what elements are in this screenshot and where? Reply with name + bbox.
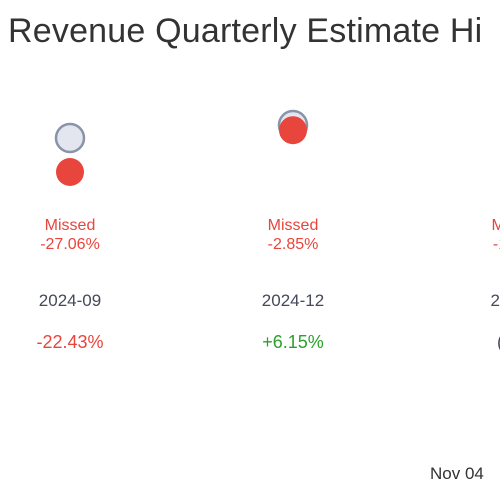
estimate-point-2024-09 xyxy=(54,122,86,154)
surprise-label: Missed -27.06% xyxy=(0,216,140,254)
status-text: Missed xyxy=(44,217,96,234)
status-text: Mi xyxy=(491,217,500,234)
price-change: -22.43% xyxy=(36,332,104,352)
period-label: 2024-12 xyxy=(261,291,325,310)
period-label: 2024-09 xyxy=(38,291,102,310)
footer-date: Nov 04 xyxy=(430,464,484,483)
surprise-percent: -1 xyxy=(492,236,500,253)
actual-point-2024-12 xyxy=(279,116,307,145)
price-change: ( xyxy=(430,332,500,353)
actual-point-2024-09 xyxy=(56,158,84,186)
status-text: Missed xyxy=(267,217,319,234)
surprise-percent: -27.06% xyxy=(40,236,100,253)
surprise-label: Missed -2.85% xyxy=(223,216,363,254)
surprise-label: Mi -1 xyxy=(430,216,500,254)
surprise-percent: -2.85% xyxy=(267,236,319,253)
price-change: +6.15% xyxy=(262,332,324,352)
period-label: 20 xyxy=(490,291,500,310)
chart-title: Revenue Quarterly Estimate Hi xyxy=(8,12,483,50)
